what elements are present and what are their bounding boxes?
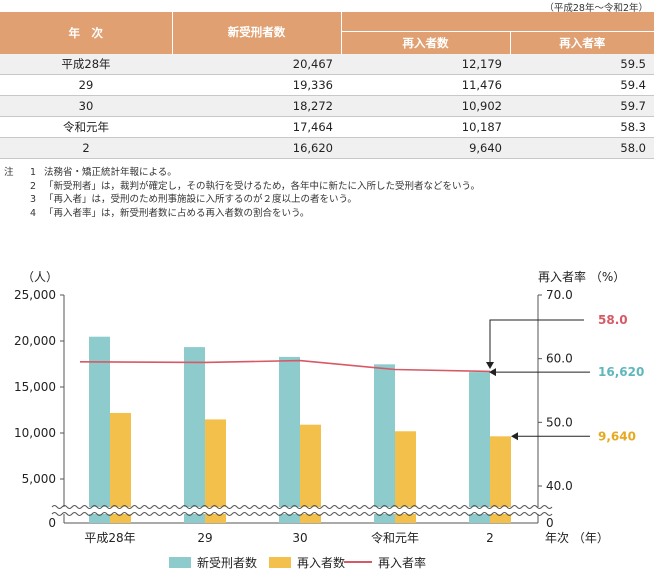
left-tick-label: 10,000: [14, 426, 56, 440]
row-new: 19,336: [172, 74, 341, 96]
annotation-rate: 58.0: [598, 313, 628, 327]
row-rate: 59.4: [510, 74, 654, 96]
left-tick-label: 5,000: [22, 472, 56, 486]
row-rate: 59.7: [510, 95, 654, 117]
row-re: 10,902: [341, 95, 510, 117]
notes-label: 注: [4, 167, 14, 178]
row-new: 18,272: [172, 95, 341, 117]
arrow-head: [489, 368, 496, 377]
table-row: 29 19,336 11,476 59.4: [0, 74, 654, 96]
row-year: 2: [0, 137, 172, 159]
note-number: 2: [29, 180, 36, 192]
header-rate: 再入者率: [509, 31, 654, 54]
header-new: 新受刑者数: [171, 12, 341, 54]
bar-repeat-prisoners: [300, 424, 321, 523]
bar-new-prisoners: [279, 356, 300, 523]
left-tick-label: 25,000: [14, 288, 56, 302]
note-number: 1: [29, 167, 36, 178]
arrow-rate: [489, 319, 584, 366]
table-period: （平成28年～令和2年）: [544, 3, 648, 14]
left-tick-label: 20,000: [14, 334, 56, 348]
row-re: 9,640: [341, 137, 510, 159]
legend-label-rate: 再入者率: [378, 555, 426, 570]
table-row: 令和元年 17,464 10,187 58.3: [0, 116, 654, 138]
note-text: 「再入者」は，受刑のため刑事施設に入所するのが２度以上の者をいう。: [44, 194, 357, 206]
row-year: 平成28年: [0, 54, 172, 75]
table-row: 30 18,272 10,902 59.7: [0, 95, 654, 117]
note-text: 「新受刑者」は，裁判が確定し，その執行を受けるため，各年中に新たに入所した受刑者…: [44, 180, 480, 192]
note-text: 「再入者率」は，新受刑者数に占める再入者数の割合をいう。: [44, 207, 310, 219]
bar-new-prisoners: [374, 364, 395, 523]
row-rate: 58.0: [510, 137, 654, 159]
bar-repeat-prisoners: [205, 419, 226, 523]
right-tick-label: 50.0: [546, 415, 573, 429]
note-number: 3: [29, 194, 36, 206]
bar-repeat-prisoners: [395, 431, 416, 523]
row-re: 11,476: [341, 74, 510, 96]
right-tick-label: 70.0: [546, 288, 573, 302]
legend-swatch-repeat: [269, 557, 291, 568]
x-axis-label: 年次 （年）: [545, 531, 609, 545]
bar-repeat-prisoners: [110, 412, 131, 523]
row-re: 10,187: [341, 116, 510, 138]
row-new: 20,467: [172, 54, 341, 75]
x-tick-label: 平成28年: [84, 531, 135, 545]
right-axis-label: 再入者率 （%）: [538, 269, 625, 284]
annotation-repeat: 9,640: [598, 429, 636, 443]
bar-new-prisoners: [469, 372, 490, 523]
row-year: 29: [0, 74, 172, 96]
arrow-head: [486, 362, 494, 369]
header-year: 年 次: [0, 12, 172, 54]
data-table: 年 次 新受刑者数 再入者数 再入者率 平成28年 20,467 12,179 …: [0, 12, 654, 159]
legend-label-repeat: 再入者数: [297, 555, 345, 570]
row-year: 30: [0, 95, 172, 117]
right-tick-label: 0: [546, 516, 554, 530]
header-re: 再入者数: [340, 31, 510, 54]
axis-break-line: [51, 505, 553, 509]
legend-swatch-new: [169, 557, 191, 568]
line-repeat-rate: [79, 359, 491, 373]
axis-break-band: [52, 507, 550, 514]
x-tick-label: 2: [486, 531, 494, 545]
footnotes: 注 1 法務省・矯正統計年報による。 2 「新受刑者」は，裁判が確定し，その執行を受け…: [4, 166, 480, 220]
row-new: 16,620: [172, 137, 341, 159]
bar-repeat-prisoners: [490, 436, 511, 523]
legend-label-new: 新受刑者数: [197, 555, 257, 570]
axis-break-line: [51, 512, 553, 516]
left-axis-label: （人）: [22, 270, 58, 284]
row-rate: 58.3: [510, 116, 654, 138]
row-re: 12,179: [341, 54, 510, 75]
annotation-new: 16,620: [598, 365, 644, 379]
x-tick-label: 30: [292, 531, 307, 545]
bar-new-prisoners: [184, 347, 205, 523]
left-tick-label: 15,000: [14, 380, 56, 394]
bar-new-prisoners: [89, 336, 110, 523]
table-row: 2 16,620 9,640 58.0: [0, 137, 654, 159]
row-rate: 59.5: [510, 54, 654, 75]
x-tick-label: 令和元年: [371, 530, 419, 545]
arrow-head: [511, 432, 518, 441]
row-new: 17,464: [172, 116, 341, 138]
x-tick-label: 29: [197, 531, 212, 545]
note-number: 4: [29, 207, 36, 219]
right-tick-label: 40.0: [546, 479, 573, 493]
table-row: 平成28年 20,467 12,179 59.5: [0, 54, 654, 75]
row-year: 令和元年: [0, 116, 172, 138]
combo-chart: 25,000 20,000 15,000 10,000 5,000 0 （人） 70.0 60.…: [14, 269, 644, 570]
left-tick-label: 0: [48, 516, 56, 530]
note-text: 法務省・矯正統計年報による。: [44, 167, 177, 178]
right-tick-label: 60.0: [546, 352, 573, 366]
